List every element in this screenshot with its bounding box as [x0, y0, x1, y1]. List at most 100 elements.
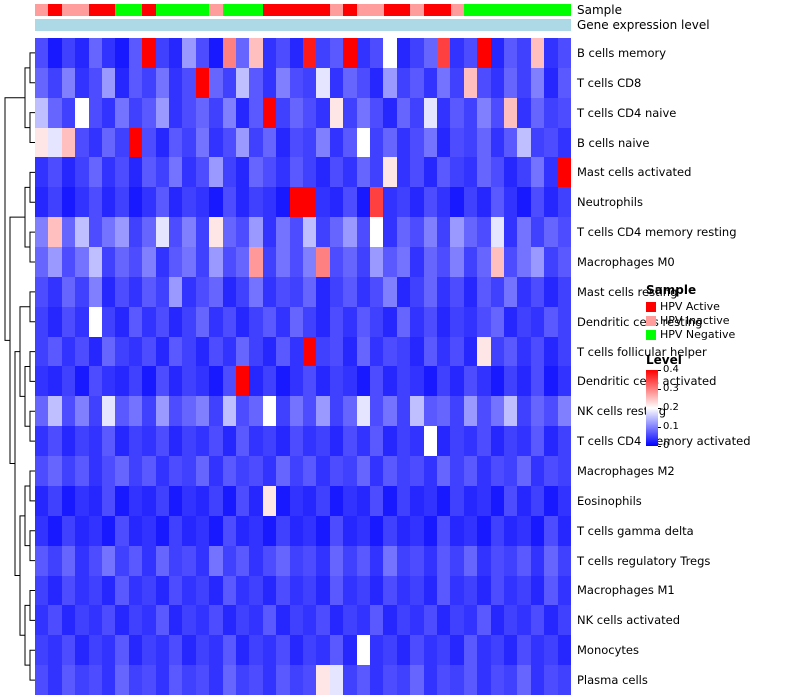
heatmap-cell [61, 187, 76, 218]
heatmap-cell [530, 665, 545, 695]
heatmap-cell [35, 187, 49, 218]
heatmap-cell [128, 306, 143, 337]
heatmap-cell [423, 67, 437, 98]
heatmap-cell [490, 336, 504, 367]
heatmap-cell [195, 665, 210, 695]
heatmap-cell [410, 97, 424, 128]
row-label: Neutrophils [577, 195, 643, 210]
heatmap-cell [369, 276, 384, 307]
heatmap-cell [356, 38, 370, 68]
heatmap-cell [544, 545, 558, 576]
heatmap-cell [115, 485, 129, 516]
heatmap-cell [262, 217, 277, 248]
heatmap-cell [329, 38, 344, 68]
heatmap-cell [222, 515, 236, 546]
heatmap-cell [557, 426, 571, 457]
heatmap-cell [369, 97, 384, 128]
heatmap-cell [544, 187, 558, 218]
heatmap-cell [383, 575, 397, 606]
heatmap-cell [530, 276, 545, 307]
row-dendrogram [4, 52, 35, 681]
heatmap-cell [182, 127, 196, 158]
heatmap-cell [557, 396, 571, 427]
heatmap-cell [369, 127, 384, 158]
row-label: Macrophages M1 [577, 583, 675, 598]
sample-annotation-cell [504, 4, 518, 16]
heatmap-cell [209, 426, 223, 457]
row-label: T cells CD4 memory activated [577, 434, 751, 449]
heatmap-cell [155, 157, 169, 188]
heatmap-cell [343, 247, 357, 277]
row-label: B cells naive [577, 135, 650, 150]
heatmap-cell [276, 635, 290, 666]
heatmap-cell [249, 396, 263, 427]
heatmap-cell [302, 276, 317, 307]
heatmap-cell [209, 396, 223, 427]
heatmap-cell [436, 67, 451, 98]
heatmap-cell [235, 605, 250, 636]
heatmap-cell [343, 396, 357, 427]
heatmap-cell [101, 127, 116, 158]
heatmap-cell [101, 426, 116, 457]
heatmap-cell [262, 247, 277, 277]
heatmap-cell [396, 336, 411, 367]
heatmap-cell [115, 366, 129, 397]
heatmap-cell [101, 665, 116, 695]
heatmap-cell [477, 426, 491, 457]
heatmap-cell [75, 635, 89, 666]
heatmap-cell [517, 605, 531, 636]
heatmap-cell [329, 336, 344, 367]
heatmap-cell [195, 217, 210, 248]
sample-annotation-cell [102, 4, 116, 16]
heatmap-cell [61, 575, 76, 606]
heatmap-cell [557, 665, 571, 695]
heatmap-cell [477, 515, 491, 546]
heatmap-cell [530, 366, 545, 397]
heatmap-cell [262, 127, 277, 158]
heatmap-cell [463, 426, 478, 457]
heatmap-cell [383, 366, 397, 397]
heatmap-cell [168, 38, 183, 68]
sample-annotation-cell [383, 4, 397, 16]
heatmap-cell [75, 665, 89, 695]
heatmap-cell [182, 485, 196, 516]
heatmap-cell [544, 396, 558, 427]
heatmap-cell [128, 127, 143, 158]
heatmap-cell [423, 97, 437, 128]
heatmap-cell [436, 217, 451, 248]
heatmap-cell [530, 426, 545, 457]
heatmap-cell [262, 276, 277, 307]
row-label: T cells CD4 naive [577, 105, 677, 120]
heatmap-cell [222, 276, 236, 307]
heatmap-cell [88, 157, 102, 188]
heatmap-cell [477, 187, 491, 218]
row-label: NK cells resting [577, 404, 667, 419]
row-label: Monocytes [577, 643, 639, 658]
heatmap-cell [48, 456, 62, 486]
heatmap-cell [209, 336, 223, 367]
heatmap-cell [101, 247, 116, 277]
heatmap-cell [436, 515, 451, 546]
heatmap-cell [356, 366, 370, 397]
heatmap-cell [222, 217, 236, 248]
heatmap-cell [423, 545, 437, 576]
heatmap-cell [302, 217, 317, 248]
heatmap-cell [450, 67, 464, 98]
heatmap-cell [195, 127, 210, 158]
heatmap-cell [410, 217, 424, 248]
heatmap-cell [410, 485, 424, 516]
heatmap-cell [302, 396, 317, 427]
sample-annotation-cell [48, 4, 62, 16]
heatmap-cell [182, 426, 196, 457]
heatmap-cell [544, 157, 558, 188]
heatmap-cell [383, 187, 397, 218]
heatmap-cell [249, 635, 263, 666]
heatmap-cell [209, 605, 223, 636]
colorbar-wrap: 0.4 0.3 0.2 0.1 0 [646, 365, 716, 451]
sample-annotation-cell [396, 4, 411, 16]
sample-annotation-cell [236, 4, 250, 16]
heatmap-cell [61, 157, 76, 188]
heatmap-cell [436, 575, 451, 606]
heatmap-cell [209, 247, 223, 277]
heatmap-cell [155, 247, 169, 277]
